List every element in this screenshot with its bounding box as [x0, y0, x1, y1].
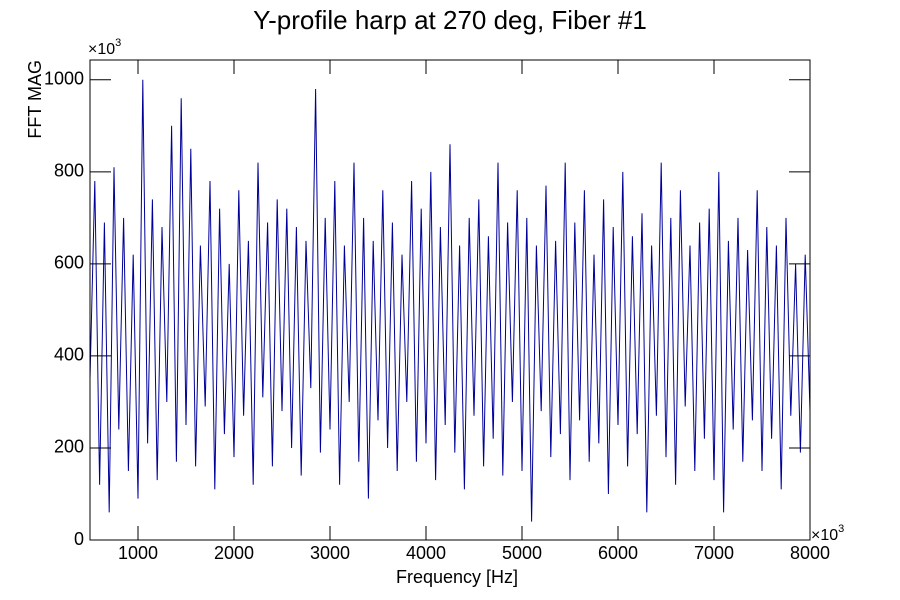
x-tick-label: 5000: [502, 543, 542, 563]
x-tick-label: 6000: [598, 543, 638, 563]
x-multiplier: ×103: [811, 523, 844, 544]
y-tick-label: 0: [74, 529, 84, 549]
y-multiplier-power: 3: [115, 37, 121, 49]
data-line: [89, 79, 811, 522]
x-tick-label: 2000: [214, 543, 254, 563]
x-tick-label: 4000: [406, 543, 446, 563]
x-multiplier-power: 3: [838, 523, 844, 535]
x-multiplier-base: ×10: [811, 527, 838, 544]
x-tick-label: 3000: [310, 543, 350, 563]
y-tick-label: 1000: [44, 69, 84, 89]
y-tick-label: 600: [54, 253, 84, 273]
x-tick-label: 7000: [694, 543, 734, 563]
y-tick-label: 800: [54, 161, 84, 181]
x-axis-label: Frequency [Hz]: [396, 567, 518, 587]
x-tick-label: 8000: [790, 543, 830, 563]
y-multiplier-base: ×10: [88, 41, 115, 58]
y-tick-label: 400: [54, 345, 84, 365]
plot-frame: [89, 59, 811, 541]
y-multiplier: ×103: [88, 37, 121, 58]
y-tick-label: 200: [54, 437, 84, 457]
x-tick-label: 1000: [118, 543, 158, 563]
y-axis-label: FFT MAG: [25, 60, 45, 139]
chart-title: Y-profile harp at 270 deg, Fiber #1: [253, 5, 647, 35]
